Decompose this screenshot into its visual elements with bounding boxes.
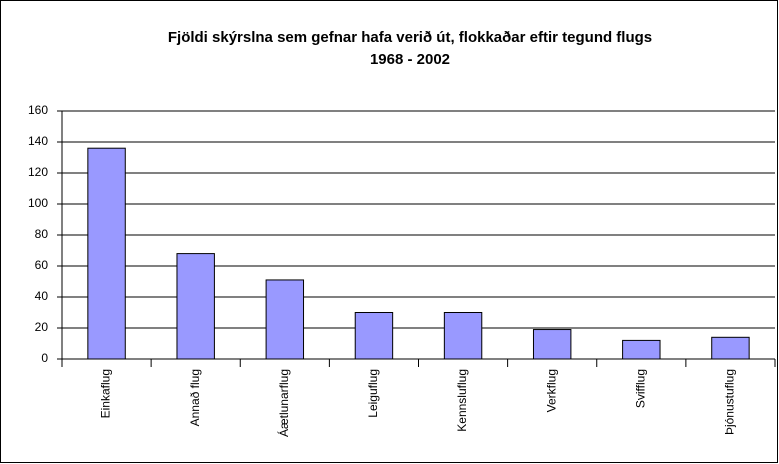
y-tick-label: 160 [28, 103, 48, 117]
x-tick-label: Þjónustuflug [723, 369, 737, 435]
bar [354, 312, 394, 360]
x-tick-label: Svifflug [633, 369, 647, 408]
bar [265, 279, 305, 360]
bar [622, 339, 661, 360]
y-tick-label: 0 [41, 351, 48, 365]
y-tick-label: 120 [28, 165, 48, 179]
bar [711, 336, 750, 360]
x-tick-label: Annað flug [188, 369, 202, 426]
bar [176, 253, 215, 360]
chart-title: Fjöldi skýrslna sem gefnar hafa verið út… [168, 29, 652, 46]
y-tick-label: 40 [35, 289, 49, 303]
bar [443, 312, 483, 360]
y-tick-label: 80 [35, 227, 49, 241]
y-tick-label: 140 [28, 134, 48, 148]
x-tick-label: Áætlunarflug [276, 369, 291, 437]
chart-subtitle: 1968 - 2002 [370, 51, 450, 68]
bar [87, 147, 126, 360]
x-tick-label: Leiguflug [366, 369, 380, 418]
x-tick-label: Verkflug [544, 369, 558, 412]
bar [532, 329, 572, 360]
x-tick-label: Kennsluflug [455, 369, 469, 432]
y-tick-label: 100 [28, 196, 48, 210]
y-tick-label: 60 [35, 258, 49, 272]
y-tick-label: 20 [35, 320, 49, 334]
x-tick-label: Einkaflug [99, 369, 113, 418]
